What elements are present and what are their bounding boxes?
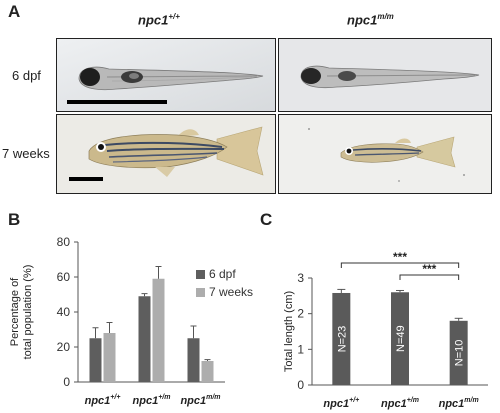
category-sup: m/m (464, 397, 478, 404)
category-base: npc1 (323, 398, 349, 410)
chart-c-bar (449, 320, 468, 385)
panel-a-col-label-mutant: npc1m/m (347, 12, 394, 27)
adult-wildtype-illustration (57, 115, 275, 193)
chart-b-legend-label: 7 weeks (209, 285, 253, 299)
chart-b-bar (152, 278, 165, 382)
chart-b-bar (138, 296, 151, 382)
chart-b-legend-swatch (196, 288, 205, 297)
chart-c-category-label: npc1+/m (381, 397, 419, 410)
panel-a-row-label-6dpf: 6 dpf (12, 68, 41, 83)
panel-a-col-label-wildtype: npc1+/+ (138, 12, 180, 27)
chart-c-category-label: npc1+/+ (323, 397, 359, 410)
chart-c-bar-label: N=49 (395, 325, 407, 352)
chart-c-ylabel: Total length (cm) (283, 291, 295, 372)
scale-bar-larva (67, 100, 167, 104)
chart-c-ytick-label: 1 (297, 342, 304, 356)
chart-c-bar (332, 292, 351, 385)
photo-larva-wildtype (56, 38, 276, 112)
panel-b-letter: B (8, 210, 21, 229)
chart-b-plot: Percentage oftotal population (%) 0 20 40 60… (9, 235, 253, 407)
chart-c-significance-bracket (399, 274, 460, 280)
photo-adult-mutant (278, 114, 492, 194)
panel-a-row-label-7weeks: 7 weeks (2, 146, 50, 161)
chart-b-category-label: npc1+/+ (85, 394, 121, 407)
category-sup: +/+ (110, 394, 120, 401)
category-base: npc1 (180, 395, 206, 407)
chart-b-bar (89, 338, 102, 382)
scale-bar-adult (69, 177, 103, 181)
larva-mutant-illustration (279, 39, 491, 111)
chart-c-ytick-label: 0 (297, 378, 304, 392)
category-base: npc1 (381, 398, 407, 410)
category-sup: +/m (158, 394, 170, 401)
chart-c-significance-bracket (340, 262, 460, 268)
category-sup: +/m (407, 397, 419, 404)
adult-mutant-illustration (279, 115, 491, 193)
photo-larva-mutant (278, 38, 492, 112)
chart-b-ylabel: Percentage oftotal population (%) (9, 265, 34, 360)
chart-c-bar-label: N=23 (336, 326, 348, 353)
chart-b-legend-swatch (196, 270, 205, 279)
chart-c: Total length (cm)0123N=23npc1+/+N=49npc1… (283, 250, 488, 410)
col-label-sup: +/+ (168, 12, 180, 21)
category-sup: +/+ (349, 397, 359, 404)
panel-c-letter: C (260, 210, 273, 229)
chart-b-ytick-label: 40 (57, 305, 71, 319)
chart-c-significance-label: *** (422, 262, 436, 276)
chart-b-category-label: npc1+/m (133, 394, 171, 407)
chart-c-bar-label: N=10 (454, 340, 466, 367)
chart-b-legend-label: 6 dpf (209, 267, 236, 281)
category-base: npc1 (85, 395, 111, 407)
chart-b-bar (103, 333, 116, 382)
chart-b-ytick-label: 60 (57, 270, 71, 284)
larva-wildtype-illustration (57, 39, 275, 111)
chart-b-category-label: npc1m/m (180, 394, 220, 407)
chart-c-category-label: npc1m/m (439, 397, 479, 410)
col-label-base: npc1 (347, 12, 378, 28)
chart-b-ytick-label: 80 (57, 235, 71, 249)
chart-c-bar (391, 292, 409, 385)
chart-b-bar (201, 361, 214, 382)
photo-adult-wildtype (56, 114, 276, 194)
chart-b-bar (187, 338, 200, 382)
chart-b-ytick-label: 20 (57, 340, 71, 354)
category-sup: m/m (206, 394, 220, 401)
col-label-base: npc1 (138, 12, 169, 28)
category-base: npc1 (133, 395, 159, 407)
chart-b-ylabel-line: total population (%) (22, 265, 34, 360)
chart-c-ytick-label: 2 (297, 307, 304, 321)
chart-c-plot: Total length (cm)0123N=23npc1+/+N=49npc1… (283, 250, 488, 410)
chart-b: Percentage oftotal population (%) 0 20 40 60… (9, 235, 253, 407)
panel-a-letter: A (8, 2, 21, 21)
chart-b-ylabel-line: Percentage of (9, 277, 21, 346)
col-label-sup: m/m (377, 12, 394, 21)
category-base: npc1 (439, 398, 465, 410)
chart-b-ytick-label: 0 (63, 375, 70, 389)
chart-c-significance-label: *** (393, 250, 407, 264)
chart-c-ytick-label: 3 (297, 271, 304, 285)
